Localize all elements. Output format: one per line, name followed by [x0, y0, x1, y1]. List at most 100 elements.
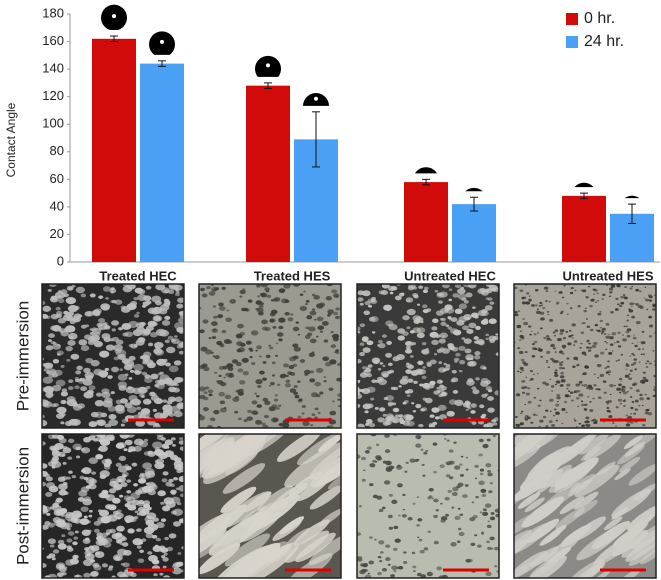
grain [567, 390, 571, 392]
grain [217, 314, 224, 319]
grain [163, 552, 168, 556]
grain [372, 494, 379, 499]
grain [428, 487, 434, 492]
grain [147, 320, 157, 328]
grain [566, 357, 570, 360]
grain [549, 398, 554, 402]
grain [623, 325, 626, 328]
grain [388, 493, 393, 497]
grain [154, 349, 165, 356]
grain [98, 439, 104, 443]
grain [143, 438, 149, 442]
grain [160, 412, 169, 419]
grain [404, 470, 408, 473]
grain [539, 419, 544, 423]
grain [42, 400, 53, 408]
grain [338, 405, 341, 408]
grain [439, 464, 445, 469]
grain [243, 419, 248, 423]
grain [487, 520, 490, 523]
grain [552, 331, 556, 334]
grain [559, 312, 563, 315]
grain [614, 308, 619, 311]
grain [600, 332, 604, 335]
grain [519, 371, 522, 374]
grain [227, 366, 234, 371]
grain [536, 332, 540, 334]
grain [71, 510, 82, 518]
grain [480, 415, 486, 419]
grain [366, 373, 373, 378]
grain [126, 490, 132, 494]
grain [467, 361, 475, 367]
grain [89, 293, 96, 298]
grain [58, 489, 68, 496]
grain [485, 337, 489, 340]
grain [50, 403, 57, 408]
grain [242, 434, 294, 457]
grain [177, 297, 184, 303]
grain [462, 284, 472, 288]
grain [200, 287, 206, 292]
grain [83, 496, 91, 502]
grain [385, 395, 395, 401]
grain [206, 285, 211, 290]
micrograph-border [356, 433, 500, 579]
grain [323, 379, 327, 383]
grain [606, 365, 610, 368]
grain [472, 389, 480, 395]
grain [580, 342, 583, 345]
grain [99, 350, 110, 358]
grain [488, 284, 498, 292]
grain [629, 421, 634, 424]
grain [419, 549, 425, 554]
micrograph [41, 433, 185, 579]
grain [417, 303, 421, 306]
grain [545, 425, 549, 428]
grain [249, 356, 253, 359]
grain [447, 489, 452, 493]
grain [454, 308, 463, 315]
grain [71, 475, 77, 479]
grain [495, 513, 499, 518]
grain [377, 368, 382, 371]
grain [318, 508, 341, 527]
grain [522, 361, 526, 364]
grain [107, 405, 117, 412]
grain [461, 337, 466, 340]
grain [533, 373, 535, 376]
grain [309, 485, 341, 510]
grain [377, 339, 383, 344]
grain [123, 448, 128, 452]
grain [57, 543, 67, 550]
grain [171, 492, 176, 496]
droplet-icon [624, 195, 640, 199]
grain [582, 289, 587, 293]
grain [514, 550, 549, 578]
y-tick-label: 40 [50, 198, 64, 213]
y-tick-label: 60 [50, 171, 64, 186]
grain [610, 286, 613, 289]
grain [556, 396, 561, 400]
grain [526, 416, 531, 420]
grain [259, 355, 262, 358]
grain [176, 344, 183, 349]
grain [563, 347, 565, 349]
grain [199, 504, 248, 542]
grain [337, 362, 341, 367]
micrograph [513, 433, 657, 579]
grain [66, 358, 71, 362]
grain [549, 339, 553, 342]
grain [482, 508, 487, 512]
grain [121, 471, 129, 477]
grain [633, 412, 637, 415]
grain [605, 323, 610, 326]
grain [277, 404, 282, 407]
grain [126, 479, 132, 483]
grain [177, 377, 184, 383]
grain [439, 384, 445, 389]
grain [585, 296, 589, 299]
grain [247, 299, 253, 303]
grain [486, 524, 492, 529]
micrograph-texture [199, 284, 341, 428]
